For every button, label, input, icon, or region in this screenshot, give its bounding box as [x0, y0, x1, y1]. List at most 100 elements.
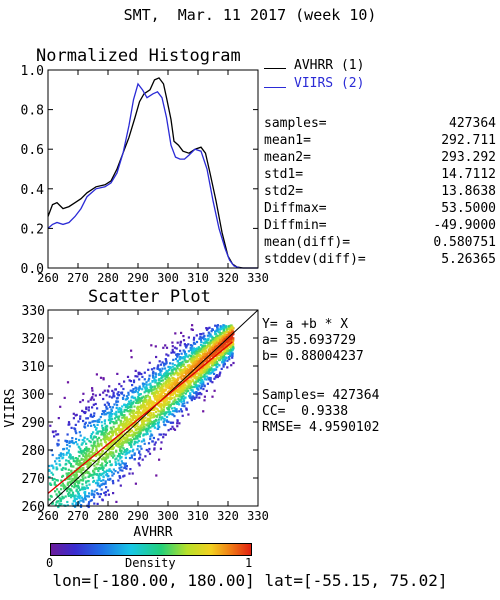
density-point	[114, 461, 117, 464]
density-point	[228, 349, 231, 352]
density-point	[91, 448, 94, 451]
density-point	[109, 438, 112, 441]
density-point	[199, 358, 203, 361]
density-point	[194, 352, 197, 355]
density-point	[193, 355, 196, 358]
histogram-y-tick-label: 0.0	[21, 262, 44, 277]
density-point	[118, 424, 121, 427]
density-point	[74, 494, 77, 497]
density-point	[125, 425, 128, 428]
density-point	[131, 435, 134, 438]
density-point	[216, 365, 219, 369]
density-point	[119, 445, 123, 448]
density-point	[221, 361, 224, 364]
density-point	[180, 377, 183, 380]
density-point	[157, 390, 160, 393]
density-point	[97, 445, 100, 448]
density-point	[137, 462, 140, 465]
density-point	[213, 360, 216, 363]
density-point	[80, 472, 83, 475]
density-point	[190, 369, 193, 372]
density-point	[223, 363, 226, 366]
density-point	[171, 387, 174, 390]
density-point	[153, 391, 156, 394]
density-point	[135, 435, 138, 438]
density-point	[226, 347, 229, 350]
density-point	[79, 400, 82, 404]
density-point	[54, 430, 57, 433]
density-point	[222, 354, 226, 358]
density-point	[86, 438, 89, 441]
density-point	[103, 422, 106, 425]
density-point	[69, 489, 72, 492]
density-point	[203, 351, 206, 354]
density-point	[138, 378, 141, 381]
density-point	[135, 399, 138, 403]
density-point	[199, 387, 202, 390]
histogram-y-tick-label: 0.8	[21, 104, 44, 119]
density-point	[215, 374, 219, 377]
density-point	[151, 434, 154, 437]
density-point	[217, 351, 220, 354]
density-point	[124, 453, 127, 456]
density-point	[66, 433, 69, 436]
density-point	[57, 417, 60, 420]
density-point	[200, 379, 203, 382]
density-point	[123, 451, 126, 454]
density-point	[118, 453, 121, 456]
density-point	[125, 416, 128, 419]
density-point	[123, 424, 127, 427]
density-point	[222, 339, 225, 342]
density-point	[107, 478, 110, 481]
density-point	[198, 373, 202, 376]
density-point	[53, 483, 56, 486]
density-point	[108, 419, 111, 422]
density-point	[161, 391, 164, 394]
density-point	[87, 480, 90, 483]
density-point	[125, 404, 128, 407]
density-point	[103, 432, 106, 435]
density-point	[171, 425, 174, 428]
density-point	[99, 415, 102, 419]
density-point	[65, 472, 68, 475]
density-point	[80, 504, 83, 507]
density-point	[200, 367, 203, 370]
density-point	[131, 472, 134, 475]
density-point	[149, 398, 152, 401]
density-point	[58, 496, 61, 499]
density-point	[138, 435, 141, 438]
density-point	[185, 344, 188, 347]
density-point	[100, 458, 104, 461]
density-point	[98, 436, 101, 439]
density-point	[102, 475, 105, 478]
density-point	[176, 378, 179, 381]
density-point	[146, 394, 150, 397]
density-point	[63, 484, 66, 487]
density-point	[178, 395, 181, 398]
density-point	[158, 368, 161, 371]
density-point	[92, 393, 95, 396]
density-point	[201, 385, 204, 388]
density-point	[185, 380, 188, 383]
density-point	[190, 372, 193, 375]
density-point	[109, 463, 112, 467]
density-point	[155, 355, 158, 359]
density-point	[194, 349, 197, 352]
density-point	[123, 408, 126, 411]
density-point	[127, 402, 130, 406]
density-point	[224, 345, 227, 348]
density-point	[130, 356, 133, 359]
density-point	[171, 362, 174, 365]
density-point	[108, 451, 111, 454]
density-point	[120, 408, 123, 411]
density-point	[74, 505, 77, 508]
density-point	[105, 453, 108, 456]
density-point	[171, 421, 175, 424]
density-point	[181, 386, 184, 389]
density-point	[102, 483, 106, 486]
density-point	[157, 404, 160, 407]
stat-key: samples=	[264, 116, 327, 131]
density-point	[160, 407, 163, 411]
density-point	[105, 426, 108, 429]
density-point	[87, 409, 90, 412]
